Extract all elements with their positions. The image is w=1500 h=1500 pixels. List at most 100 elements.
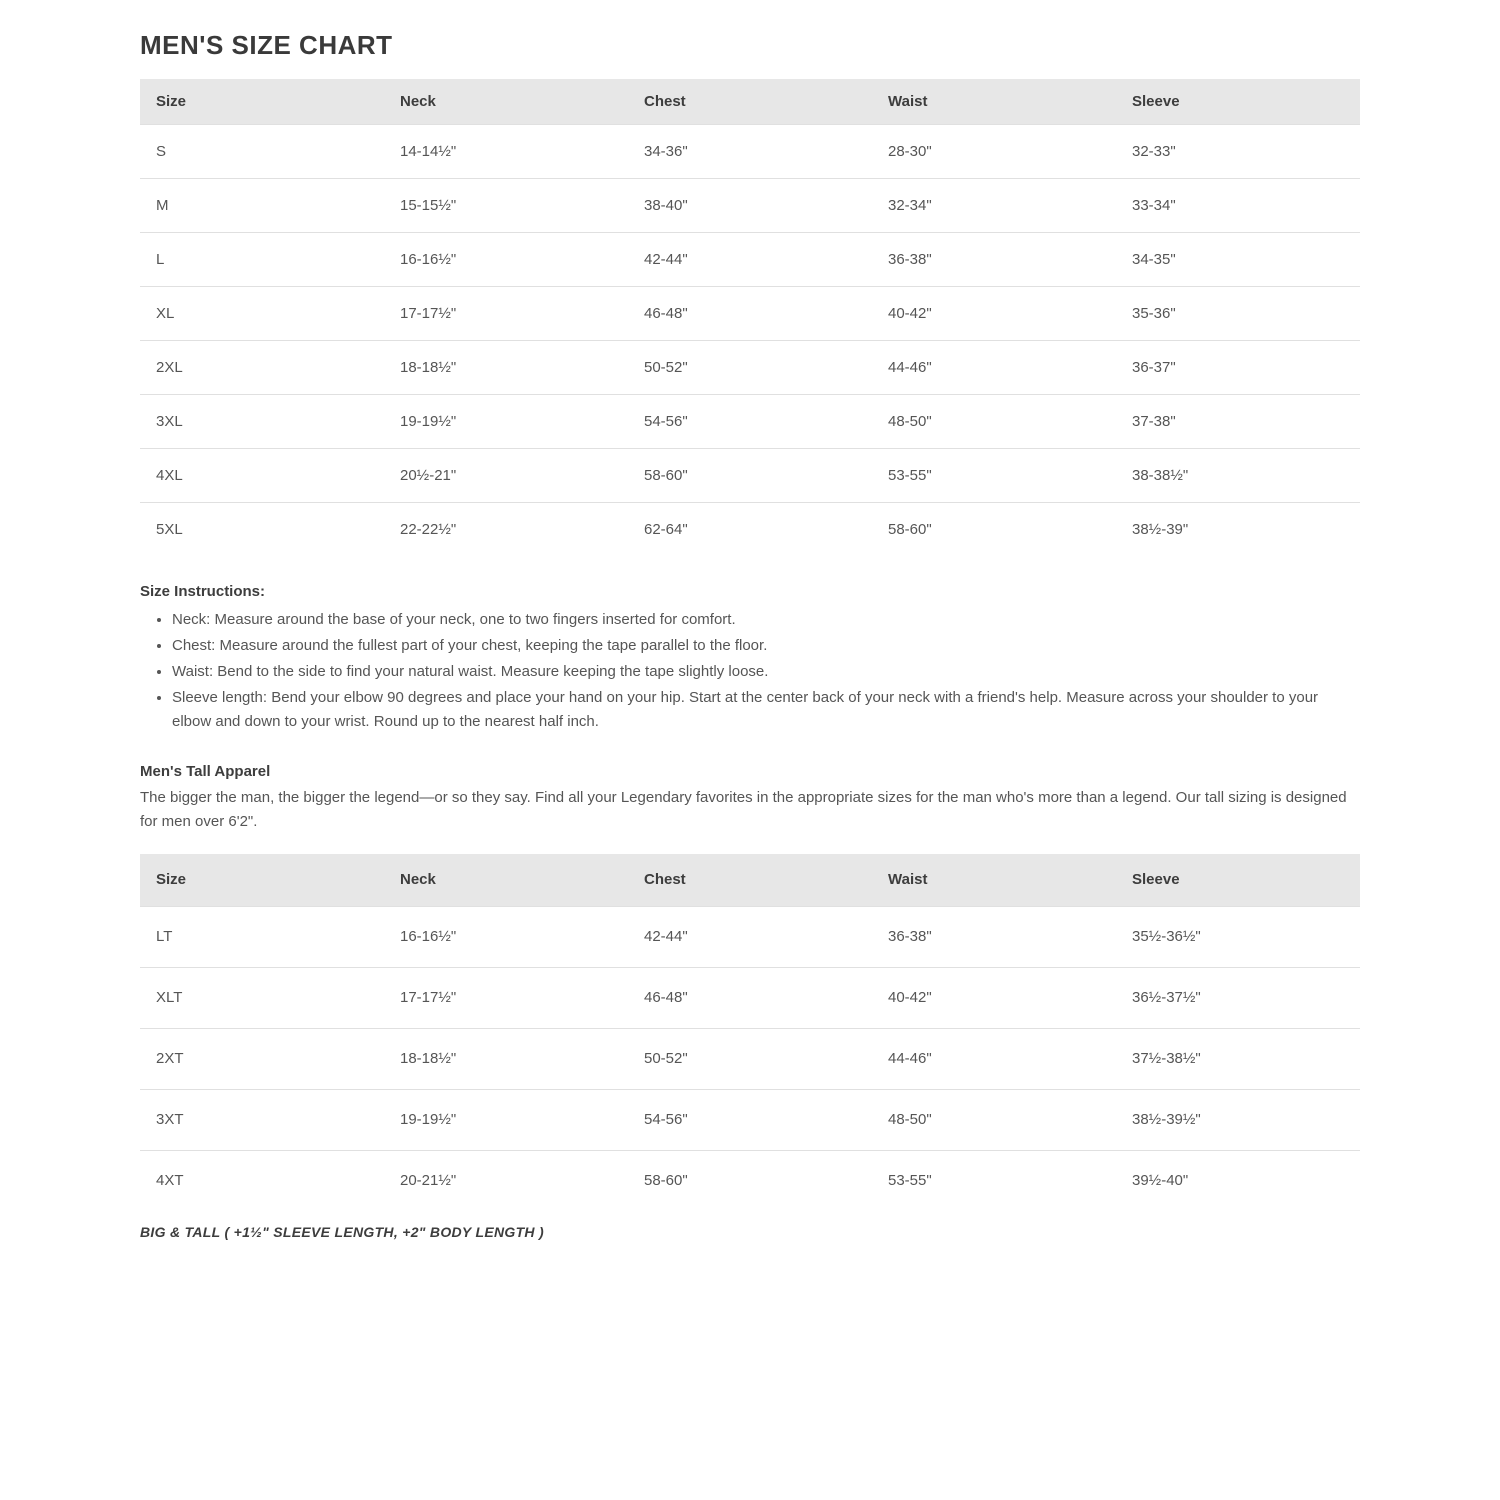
table-cell: 54-56" [628, 1090, 872, 1151]
table-cell: 50-52" [628, 341, 872, 395]
tall-apparel-section: Men's Tall Apparel The bigger the man, t… [140, 760, 1360, 1243]
table-cell: 50-52" [628, 1029, 872, 1090]
table-row: M15-15½"38-40"32-34"33-34" [140, 179, 1360, 233]
table-cell: M [140, 179, 384, 233]
table-cell: 35½-36½" [1116, 907, 1360, 968]
table-cell: 48-50" [872, 395, 1116, 449]
table-row: LT16-16½"42-44"36-38"35½-36½" [140, 907, 1360, 968]
table-cell: 44-46" [872, 341, 1116, 395]
table-cell: 36½-37½" [1116, 968, 1360, 1029]
table-cell: 36-38" [872, 907, 1116, 968]
table-cell: 5XL [140, 503, 384, 557]
table-row: 3XT19-19½"54-56"48-50"38½-39½" [140, 1090, 1360, 1151]
table-cell: 42-44" [628, 233, 872, 287]
table-cell: 34-36" [628, 125, 872, 179]
col-neck: Neck [384, 79, 628, 125]
table-cell: 38½-39½" [1116, 1090, 1360, 1151]
table-cell: 36-37" [1116, 341, 1360, 395]
table-row: 2XT18-18½"50-52"44-46"37½-38½" [140, 1029, 1360, 1090]
table-cell: 42-44" [628, 907, 872, 968]
table-cell: 19-19½" [384, 395, 628, 449]
table-cell: 22-22½" [384, 503, 628, 557]
table-cell: 2XL [140, 341, 384, 395]
tall-size-table: Size Neck Chest Waist Sleeve LT16-16½"42… [140, 854, 1360, 1211]
table-cell: 32-34" [872, 179, 1116, 233]
table-cell: 38-40" [628, 179, 872, 233]
table-cell: 19-19½" [384, 1090, 628, 1151]
mens-size-table: Size Neck Chest Waist Sleeve S14-14½"34-… [140, 79, 1360, 556]
mens-size-table-body: S14-14½"34-36"28-30"32-33"M15-15½"38-40"… [140, 125, 1360, 557]
table-cell: 37½-38½" [1116, 1029, 1360, 1090]
big-tall-footnote: BIG & TALL ( +1½" SLEEVE LENGTH, +2" BOD… [140, 1221, 1360, 1243]
table-row: S14-14½"34-36"28-30"32-33" [140, 125, 1360, 179]
table-cell: 16-16½" [384, 907, 628, 968]
table-row: XL17-17½"46-48"40-42"35-36" [140, 287, 1360, 341]
col-size: Size [140, 854, 384, 907]
table-cell: 39½-40" [1116, 1151, 1360, 1212]
table-cell: 58-60" [628, 449, 872, 503]
tall-size-table-body: LT16-16½"42-44"36-38"35½-36½"XLT17-17½"4… [140, 907, 1360, 1212]
table-cell: 40-42" [872, 287, 1116, 341]
table-row: 4XL20½-21"58-60"53-55"38-38½" [140, 449, 1360, 503]
col-sleeve: Sleeve [1116, 79, 1360, 125]
table-header-row: Size Neck Chest Waist Sleeve [140, 854, 1360, 907]
table-cell: S [140, 125, 384, 179]
table-cell: 20-21½" [384, 1151, 628, 1212]
table-cell: 4XT [140, 1151, 384, 1212]
table-cell: 58-60" [628, 1151, 872, 1212]
table-cell: 62-64" [628, 503, 872, 557]
table-row: L16-16½"42-44"36-38"34-35" [140, 233, 1360, 287]
table-cell: 46-48" [628, 287, 872, 341]
instructions-title: Size Instructions: [140, 580, 1360, 604]
size-instructions: Size Instructions: Neck: Measure around … [140, 580, 1360, 734]
table-row: 5XL22-22½"62-64"58-60"38½-39" [140, 503, 1360, 557]
table-cell: 46-48" [628, 968, 872, 1029]
page-title: MEN'S SIZE CHART [140, 30, 1360, 61]
table-cell: 53-55" [872, 1151, 1116, 1212]
table-cell: 53-55" [872, 449, 1116, 503]
table-cell: 3XL [140, 395, 384, 449]
col-chest: Chest [628, 79, 872, 125]
table-cell: LT [140, 907, 384, 968]
table-row: 3XL19-19½"54-56"48-50"37-38" [140, 395, 1360, 449]
table-cell: L [140, 233, 384, 287]
table-row: 4XT20-21½"58-60"53-55"39½-40" [140, 1151, 1360, 1212]
table-cell: 4XL [140, 449, 384, 503]
table-cell: 37-38" [1116, 395, 1360, 449]
list-item: Neck: Measure around the base of your ne… [172, 608, 1360, 632]
size-chart-page: MEN'S SIZE CHART Size Neck Chest Waist S… [0, 0, 1500, 1500]
table-cell: 38-38½" [1116, 449, 1360, 503]
table-row: 2XL18-18½"50-52"44-46"36-37" [140, 341, 1360, 395]
list-item: Waist: Bend to the side to find your nat… [172, 660, 1360, 684]
table-cell: 2XT [140, 1029, 384, 1090]
table-cell: 54-56" [628, 395, 872, 449]
col-sleeve: Sleeve [1116, 854, 1360, 907]
instructions-list: Neck: Measure around the base of your ne… [140, 608, 1360, 734]
table-cell: 35-36" [1116, 287, 1360, 341]
table-cell: 14-14½" [384, 125, 628, 179]
table-cell: 17-17½" [384, 968, 628, 1029]
col-waist: Waist [872, 854, 1116, 907]
table-cell: 18-18½" [384, 1029, 628, 1090]
col-neck: Neck [384, 854, 628, 907]
table-cell: 18-18½" [384, 341, 628, 395]
table-cell: 48-50" [872, 1090, 1116, 1151]
table-header-row: Size Neck Chest Waist Sleeve [140, 79, 1360, 125]
table-cell: 3XT [140, 1090, 384, 1151]
table-cell: 44-46" [872, 1029, 1116, 1090]
table-cell: 58-60" [872, 503, 1116, 557]
tall-title: Men's Tall Apparel [140, 760, 1360, 784]
table-cell: 20½-21" [384, 449, 628, 503]
col-chest: Chest [628, 854, 872, 907]
col-size: Size [140, 79, 384, 125]
tall-description: The bigger the man, the bigger the legen… [140, 786, 1360, 834]
table-cell: XLT [140, 968, 384, 1029]
list-item: Sleeve length: Bend your elbow 90 degree… [172, 686, 1360, 734]
table-cell: 38½-39" [1116, 503, 1360, 557]
table-cell: 34-35" [1116, 233, 1360, 287]
table-cell: 32-33" [1116, 125, 1360, 179]
table-cell: 17-17½" [384, 287, 628, 341]
table-cell: 33-34" [1116, 179, 1360, 233]
table-cell: 28-30" [872, 125, 1116, 179]
col-waist: Waist [872, 79, 1116, 125]
